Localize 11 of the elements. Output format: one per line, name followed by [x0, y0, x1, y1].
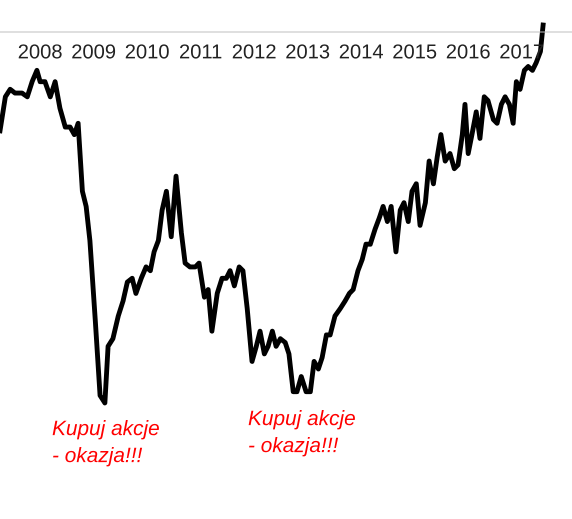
x-tick-label: 2010 [126, 44, 169, 59]
text: Kupuj akcje - okazja!!! [248, 410, 355, 456]
x-tick-label: 2013 [286, 44, 330, 59]
text: Kupuj akcje - okazja!!! [52, 420, 159, 466]
x-tick-label: 2016 [446, 44, 490, 59]
x-tick-label: 2011 [180, 44, 222, 59]
x-tick-label: 2012 [232, 44, 276, 59]
x-tick-label: 2009 [72, 44, 116, 59]
x-tick-label: 2008 [18, 44, 62, 59]
x-tick-label: 2015 [393, 44, 436, 59]
x-tick-label: 2014 [340, 44, 383, 59]
